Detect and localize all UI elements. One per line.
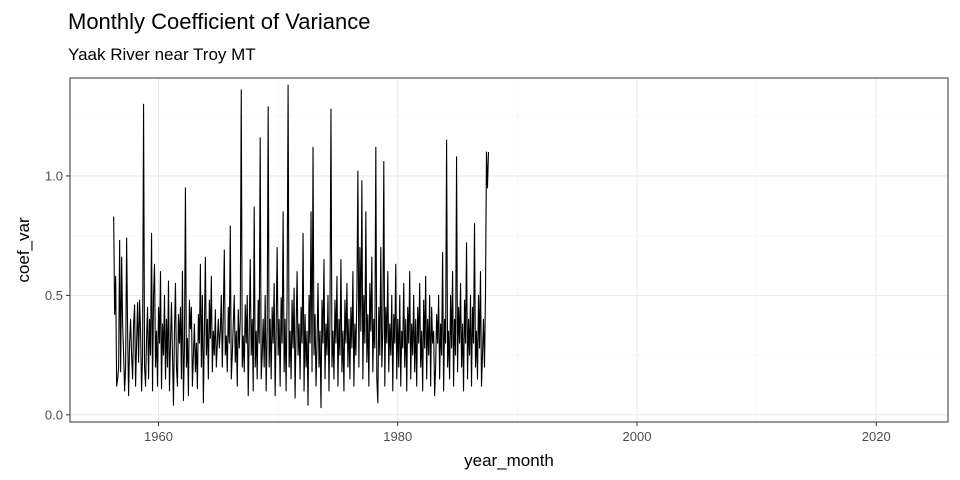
y-tick-label: 0.5 (45, 288, 63, 303)
y-axis-label: coef_var (14, 217, 33, 283)
series-line (113, 84, 490, 409)
x-tick-label: 2020 (862, 429, 891, 444)
x-tick-label: 1960 (144, 429, 173, 444)
x-axis-label: year_month (464, 451, 554, 470)
y-tick-label: 0.0 (45, 407, 63, 422)
axis-ticks: 1960 1980 2000 2020 0.0 0.5 1.0 (45, 168, 891, 444)
plot-panel (69, 77, 949, 423)
chart-subtitle: Yaak River near Troy MT (68, 45, 256, 64)
gridlines (70, 78, 948, 422)
y-tick-label: 1.0 (45, 168, 63, 183)
x-tick-label: 1980 (383, 429, 412, 444)
chart-title: Monthly Coefficient of Variance (68, 9, 370, 34)
x-tick-label: 2000 (623, 429, 652, 444)
